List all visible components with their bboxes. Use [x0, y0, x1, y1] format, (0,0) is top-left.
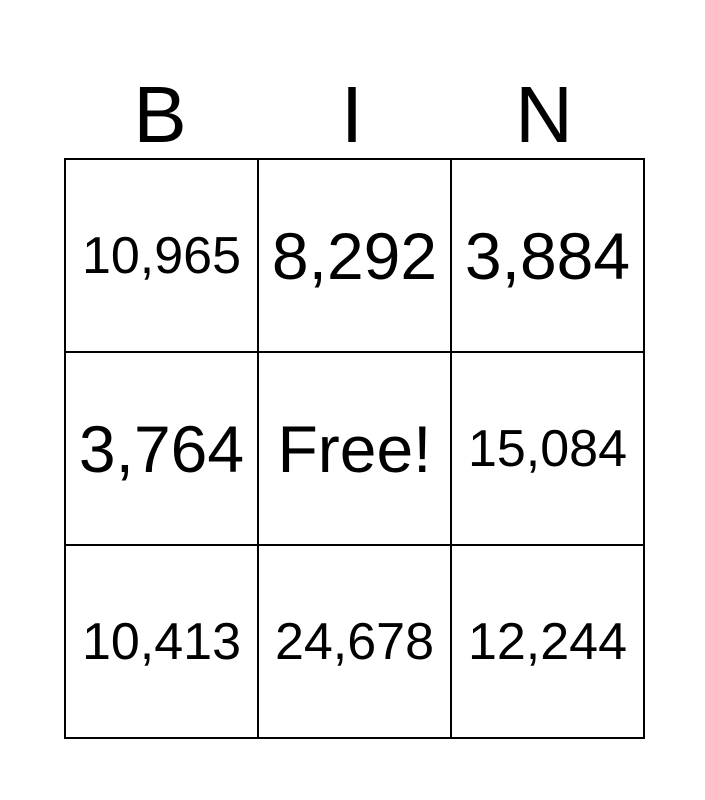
grid-row: 10,413 24,678 12,244 [64, 544, 645, 739]
free-cell: Free! [257, 351, 452, 546]
grid-row: 10,965 8,292 3,884 [64, 158, 645, 353]
bingo-cell: 3,884 [450, 158, 645, 353]
header-letter-i: I [340, 70, 364, 159]
bingo-cell: 24,678 [257, 544, 452, 739]
bingo-cell: 10,413 [64, 544, 259, 739]
header-letter-n: N [515, 70, 573, 159]
bingo-cell: 12,244 [450, 544, 645, 739]
bingo-cell: 10,965 [64, 158, 259, 353]
bingo-cell: 8,292 [257, 158, 452, 353]
grid-row: 3,764 Free! 15,084 [64, 351, 645, 546]
bingo-cell: 3,764 [64, 351, 259, 546]
header-letter-b: B [133, 70, 187, 159]
bingo-grid: 10,965 8,292 3,884 3,764 Free! 15,084 10… [64, 158, 645, 739]
bingo-cell: 15,084 [450, 351, 645, 546]
